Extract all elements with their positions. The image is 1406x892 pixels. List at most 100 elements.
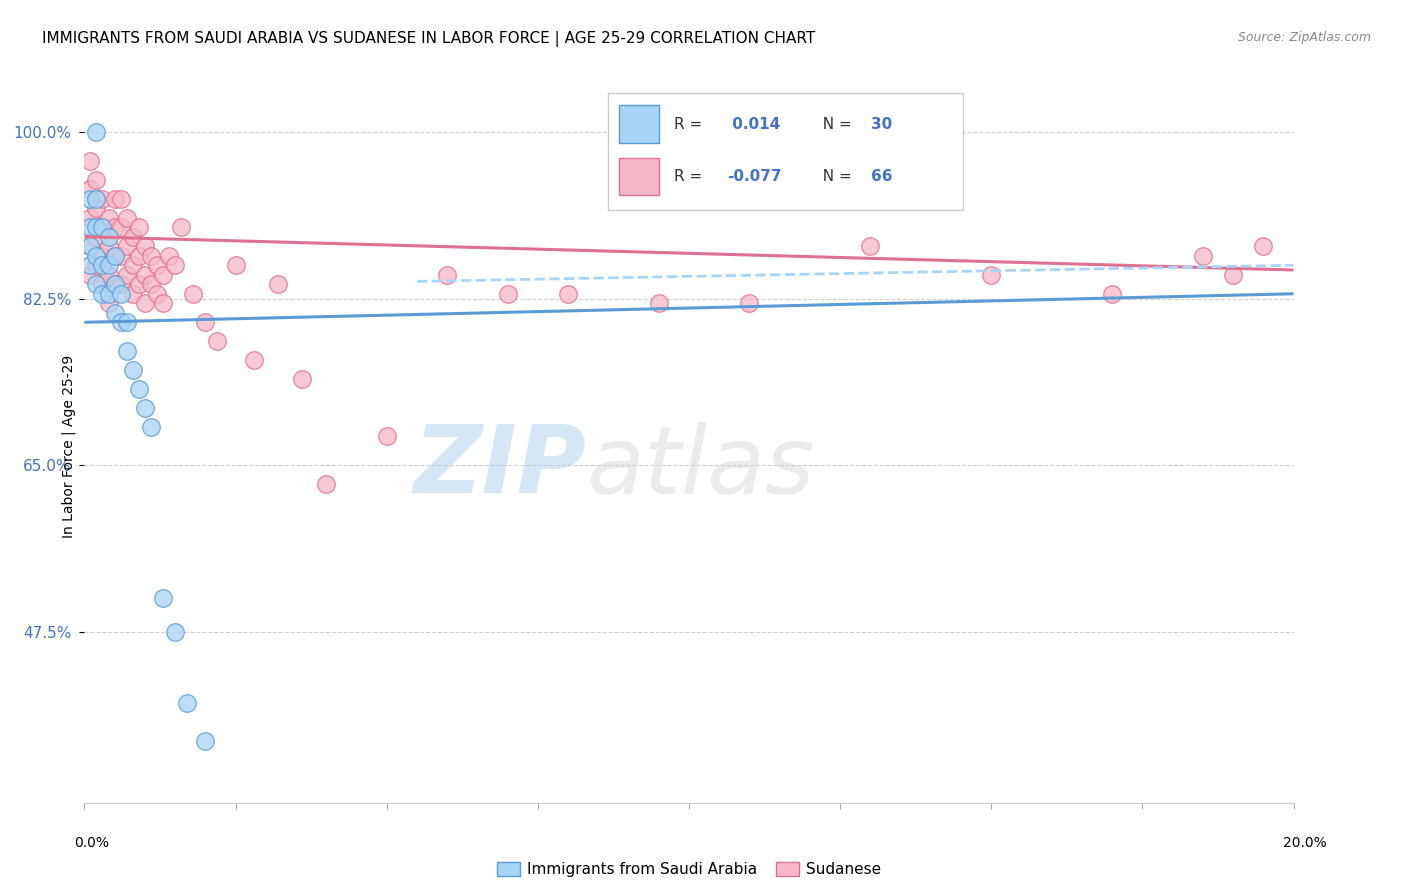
Point	[79, 211, 101, 225]
Point	[91, 286, 114, 301]
Point	[1192, 249, 1215, 263]
Text: atlas: atlas	[586, 422, 814, 513]
Point	[648, 296, 671, 310]
Point	[86, 258, 108, 272]
Point	[242, 353, 264, 368]
Point	[128, 277, 150, 292]
Point	[110, 277, 132, 292]
Point	[134, 268, 156, 282]
Point	[152, 296, 174, 310]
Text: Source: ZipAtlas.com: Source: ZipAtlas.com	[1237, 31, 1371, 45]
Point	[104, 220, 127, 235]
Point	[110, 315, 132, 329]
Point	[152, 268, 174, 282]
Point	[97, 258, 120, 272]
Point	[97, 239, 120, 253]
Point	[859, 239, 882, 253]
Point	[121, 229, 143, 244]
Point	[97, 211, 120, 225]
Point	[146, 258, 169, 272]
Point	[115, 315, 138, 329]
Point	[104, 277, 127, 292]
Point	[86, 172, 108, 186]
Text: IMMIGRANTS FROM SAUDI ARABIA VS SUDANESE IN LABOR FORCE | AGE 25-29 CORRELATION : IMMIGRANTS FROM SAUDI ARABIA VS SUDANESE…	[42, 31, 815, 47]
Point	[79, 153, 101, 168]
Point	[557, 286, 579, 301]
Point	[91, 249, 114, 263]
Text: 0.014: 0.014	[727, 117, 780, 132]
Point	[97, 268, 120, 282]
Point	[980, 268, 1002, 282]
Point	[134, 401, 156, 415]
Point	[139, 420, 162, 434]
Point	[1253, 239, 1275, 253]
Point	[86, 125, 108, 139]
Point	[121, 286, 143, 301]
Point	[176, 696, 198, 710]
Point	[79, 239, 101, 253]
Point	[1101, 286, 1123, 301]
Point	[104, 249, 127, 263]
Point	[170, 220, 193, 235]
Point	[115, 239, 138, 253]
Point	[496, 286, 519, 301]
Text: 0.0%: 0.0%	[75, 836, 108, 850]
Point	[91, 220, 114, 235]
Point	[134, 239, 156, 253]
Point	[181, 286, 204, 301]
Point	[436, 268, 458, 282]
Point	[91, 258, 114, 272]
Point	[165, 258, 187, 272]
Text: ZIP: ZIP	[413, 421, 586, 514]
Point	[315, 477, 337, 491]
Text: 20.0%: 20.0%	[1282, 836, 1327, 850]
Point	[104, 277, 127, 292]
FancyBboxPatch shape	[609, 93, 963, 211]
Point	[97, 229, 120, 244]
Point	[110, 286, 132, 301]
Point	[79, 268, 101, 282]
Point	[128, 382, 150, 396]
Point	[79, 220, 101, 235]
Point	[165, 624, 187, 639]
Point	[79, 182, 101, 196]
Point	[104, 192, 127, 206]
Point	[121, 363, 143, 377]
Point	[110, 249, 132, 263]
Point	[110, 220, 132, 235]
Point	[79, 192, 101, 206]
Point	[110, 192, 132, 206]
Point	[115, 211, 138, 225]
Point	[86, 220, 108, 235]
Point	[738, 296, 761, 310]
Point	[267, 277, 290, 292]
Point	[139, 277, 162, 292]
Legend: Immigrants from Saudi Arabia, Sudanese: Immigrants from Saudi Arabia, Sudanese	[496, 863, 882, 877]
Point	[79, 258, 101, 272]
Bar	[619, 158, 659, 195]
Point	[207, 334, 229, 349]
Point	[97, 286, 120, 301]
Text: N =: N =	[813, 117, 856, 132]
Point	[115, 268, 138, 282]
Point	[146, 286, 169, 301]
Point	[128, 220, 150, 235]
Point	[86, 201, 108, 215]
Point	[375, 429, 398, 443]
Point	[121, 258, 143, 272]
Point	[91, 192, 114, 206]
Point	[97, 296, 120, 310]
Point	[86, 249, 108, 263]
Point	[104, 249, 127, 263]
Point	[91, 277, 114, 292]
Text: R =: R =	[673, 117, 707, 132]
Text: -0.077: -0.077	[727, 169, 782, 184]
Point	[79, 239, 101, 253]
Point	[194, 734, 217, 748]
Text: R =: R =	[673, 169, 707, 184]
Point	[104, 306, 127, 320]
Point	[152, 591, 174, 606]
Point	[91, 220, 114, 235]
Point	[134, 296, 156, 310]
Y-axis label: In Labor Force | Age 25-29: In Labor Force | Age 25-29	[62, 354, 76, 538]
